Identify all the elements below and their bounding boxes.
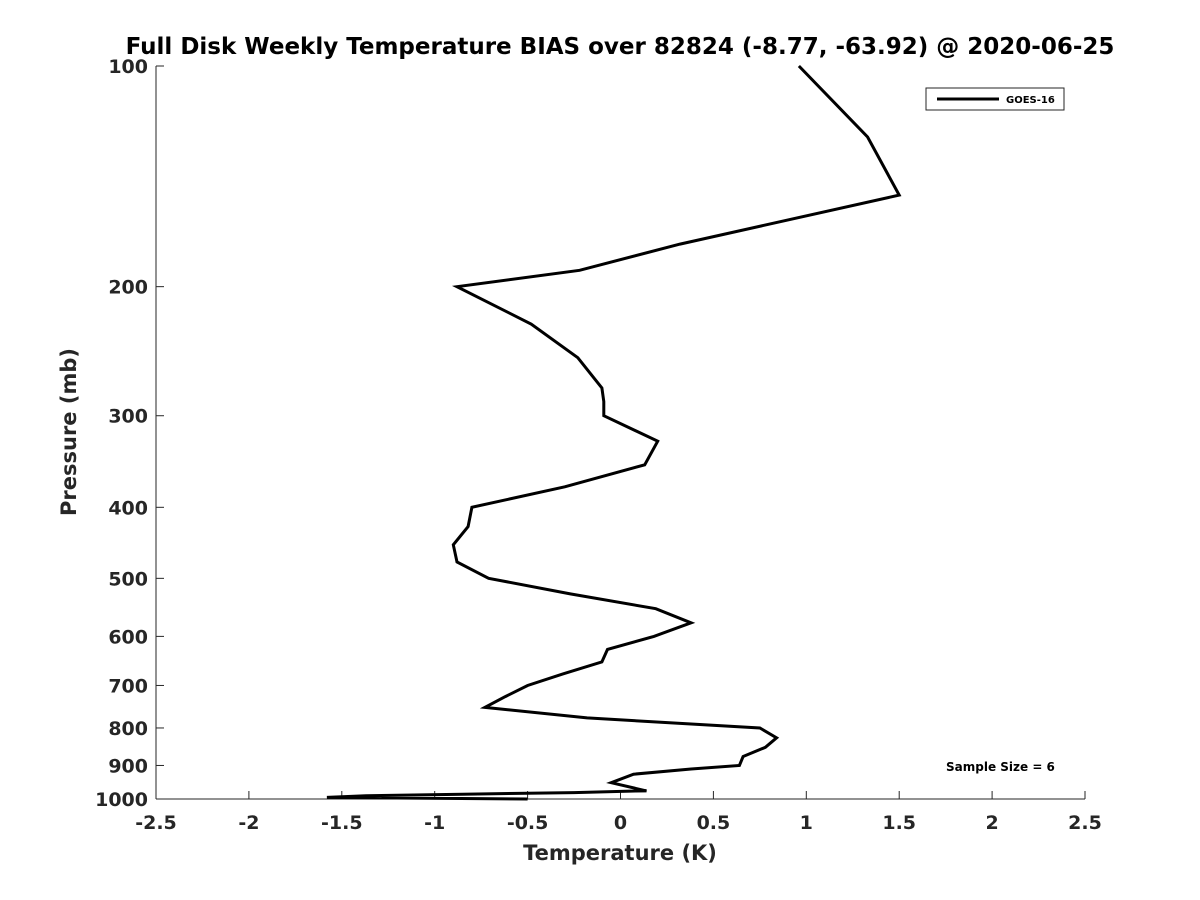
legend: GOES-16 [925, 87, 1065, 111]
y-tick-label: 100 [108, 56, 148, 78]
legend-label-goes-16: GOES-16 [1006, 95, 1055, 106]
x-tick-label: 0.5 [697, 812, 731, 834]
x-tick-label: 2 [985, 812, 998, 834]
y-tick-label: 400 [108, 497, 148, 519]
x-tick-label: -2.5 [135, 812, 177, 834]
y-axis-ticks: 100 200 300 400 500 600 700 800 900 1000 [95, 56, 164, 811]
series-layer [326, 64, 902, 801]
y-tick-label: 600 [108, 626, 148, 648]
series-line-goes-16 [326, 64, 902, 801]
x-tick-label: -1 [424, 812, 445, 834]
plot-area: -2.5 -2 -1.5 -1 -0.5 0 0.5 1 1.5 2 2.5 100 200 300 40… [95, 56, 1102, 834]
x-axis-label: Temperature (K) [523, 841, 717, 865]
x-tick-label: 1 [800, 812, 813, 834]
x-tick-label: -0.5 [507, 812, 549, 834]
y-tick-label: 700 [108, 675, 148, 697]
y-tick-label: 200 [108, 277, 148, 299]
y-tick-label: 900 [108, 755, 148, 777]
sample-size-annotation: Sample Size = 6 [946, 760, 1055, 774]
y-tick-label: 1000 [95, 789, 148, 811]
x-tick-label: 1.5 [882, 812, 916, 834]
y-axis-label: Pressure (mb) [57, 348, 81, 516]
x-tick-label: -1.5 [321, 812, 363, 834]
y-tick-label: 300 [108, 406, 148, 428]
x-tick-label: 0 [614, 812, 627, 834]
x-tick-label: -2 [238, 812, 259, 834]
y-tick-label: 800 [108, 718, 148, 740]
x-tick-label: 2.5 [1068, 812, 1102, 834]
y-tick-label: 500 [108, 568, 148, 590]
chart-title: Full Disk Weekly Temperature BIAS over 8… [126, 34, 1115, 60]
x-axis-ticks: -2.5 -2 -1.5 -1 -0.5 0 0.5 1 1.5 2 2.5 [135, 791, 1102, 834]
